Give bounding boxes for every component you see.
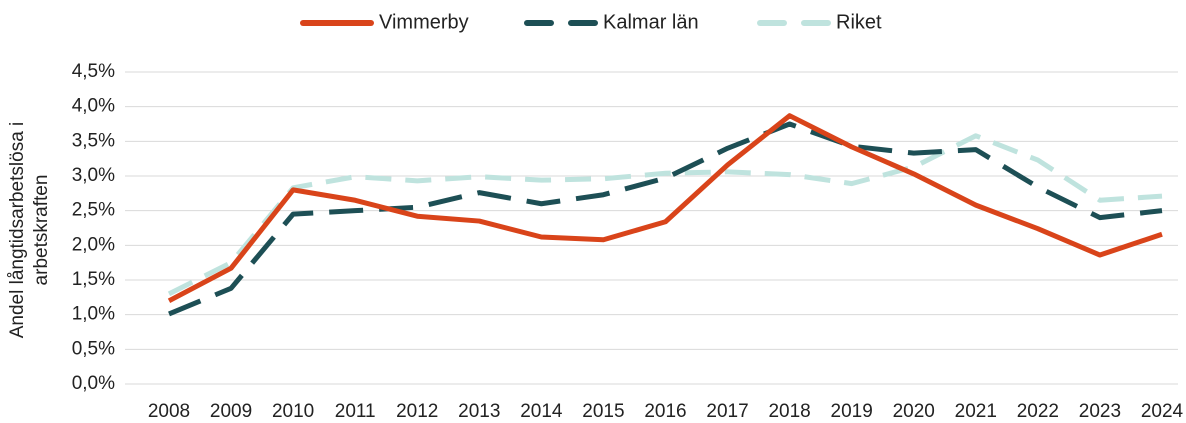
y-tick-label: 3,0% xyxy=(72,165,115,186)
series-line xyxy=(167,133,1163,297)
x-tick-label: 2016 xyxy=(644,401,686,422)
y-tick-label: 3,5% xyxy=(72,130,115,151)
legend-label: Kalmar län xyxy=(603,11,699,33)
y-axis-label: arbetskraften xyxy=(31,175,52,286)
x-tick-label: 2017 xyxy=(706,401,748,422)
x-tick-label: 2014 xyxy=(520,401,563,422)
y-tick-label: 4,5% xyxy=(72,61,115,82)
y-tick-label: 4,0% xyxy=(72,96,115,117)
x-tick-label: 2009 xyxy=(210,401,252,422)
x-tick-label: 2015 xyxy=(582,401,624,422)
x-tick-label: 2021 xyxy=(955,401,997,422)
y-tick-label: 1,5% xyxy=(72,269,115,290)
y-tick-label: 2,0% xyxy=(72,234,115,255)
x-tick-label: 2010 xyxy=(272,401,314,422)
x-tick-label: 2012 xyxy=(396,401,438,422)
y-tick-label: 2,5% xyxy=(72,200,115,221)
series-line xyxy=(168,121,1163,317)
x-tick-label: 2013 xyxy=(458,401,500,422)
x-tick-label: 2024 xyxy=(1141,401,1184,422)
x-tick-label: 2022 xyxy=(1017,401,1059,422)
x-tick-label: 2019 xyxy=(831,401,873,422)
legend-label: Riket xyxy=(836,11,882,33)
y-tick-label: 1,0% xyxy=(72,304,115,325)
x-tick-label: 2023 xyxy=(1079,401,1121,422)
y-axis-label: Andel långtidsarbetslösa i xyxy=(7,122,28,339)
x-tick-label: 2008 xyxy=(148,401,190,422)
y-tick-label: 0,5% xyxy=(72,338,115,359)
x-tick-label: 2011 xyxy=(335,401,376,422)
series-line xyxy=(167,113,1163,304)
legend-label: Vimmerby xyxy=(379,11,469,33)
y-tick-label: 0,0% xyxy=(72,373,115,394)
x-tick-label: 2018 xyxy=(768,401,810,422)
x-tick-label: 2020 xyxy=(893,401,935,422)
